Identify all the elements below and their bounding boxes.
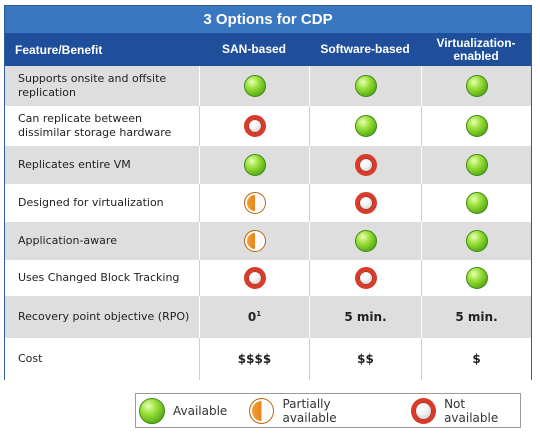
row-label: Recovery point objective (RPO) xyxy=(18,310,190,323)
cost-san-value: $$$$ xyxy=(237,352,272,366)
header-feature: Feature/Benefit xyxy=(5,33,199,66)
legend-not-available: Not available xyxy=(410,396,520,425)
row-label: Cost xyxy=(18,352,43,365)
row-label: Application-aware xyxy=(18,234,117,247)
table-row: Replicates entire VM xyxy=(5,146,531,184)
table-row: Uses Changed Block Tracking xyxy=(5,260,531,296)
available-icon xyxy=(354,75,377,97)
not-available-icon xyxy=(354,267,377,289)
partially-available-icon xyxy=(243,230,266,252)
available-icon xyxy=(465,230,488,252)
rpo-san-value: 01 xyxy=(247,310,262,324)
header-san: SAN-based xyxy=(199,33,309,66)
row-label: Uses Changed Block Tracking xyxy=(18,271,180,284)
row-label: Designed for virtualization xyxy=(18,196,164,209)
legend-available: Available xyxy=(139,397,228,424)
header-virtualization: Virtualization-enabled xyxy=(421,33,531,66)
table-title: 3 Options for CDP xyxy=(5,6,531,33)
available-icon xyxy=(243,154,266,176)
rpo-software-value: 5 min. xyxy=(344,310,387,324)
partially-available-icon xyxy=(243,192,266,214)
available-icon xyxy=(243,75,266,97)
not-available-icon xyxy=(354,154,377,176)
available-icon xyxy=(354,230,377,252)
cdp-comparison-table: 3 Options for CDP Feature/Benefit SAN-ba… xyxy=(4,5,532,380)
available-icon xyxy=(465,192,488,214)
legend-available-label: Available xyxy=(173,403,228,418)
table-row: Can replicate between dissimilar storage… xyxy=(5,106,531,146)
table-row: Designed for virtualization xyxy=(5,184,531,222)
legend: Available Partially available Not availa… xyxy=(135,393,521,428)
table-row: Application-aware xyxy=(5,222,531,260)
not-available-icon xyxy=(410,397,437,424)
not-available-icon xyxy=(243,267,266,289)
cost-software-value: $$ xyxy=(357,352,374,366)
table-row: Cost $$$$ $$ $ xyxy=(5,338,531,380)
available-icon xyxy=(465,267,488,289)
row-label: Replicates entire VM xyxy=(18,158,131,171)
rpo-virtualization-value: 5 min. xyxy=(455,310,498,324)
header-software: Software-based xyxy=(309,33,421,66)
row-label: Supports onsite and offsite replication xyxy=(18,72,167,99)
table-row: Supports onsite and offsite replication xyxy=(5,66,531,106)
partially-available-icon xyxy=(249,397,275,424)
legend-partial-label: Partially available xyxy=(282,396,337,425)
table-row: Recovery point objective (RPO) 01 5 min.… xyxy=(5,296,531,338)
not-available-icon xyxy=(354,192,377,214)
available-icon xyxy=(354,115,377,137)
header-virtualization-line2: enabled xyxy=(453,48,499,63)
legend-partial: Partially available xyxy=(249,397,384,425)
available-icon xyxy=(139,397,165,424)
not-available-icon xyxy=(243,115,266,137)
available-icon xyxy=(465,115,488,137)
legend-not-available-label: Not available xyxy=(444,396,499,425)
row-label: Can replicate between dissimilar storage… xyxy=(18,112,172,139)
header-virtualization-line1: Virtualization- xyxy=(436,35,516,50)
available-icon xyxy=(465,154,488,176)
available-icon xyxy=(465,75,488,97)
cost-virtualization-value: $ xyxy=(472,352,481,366)
